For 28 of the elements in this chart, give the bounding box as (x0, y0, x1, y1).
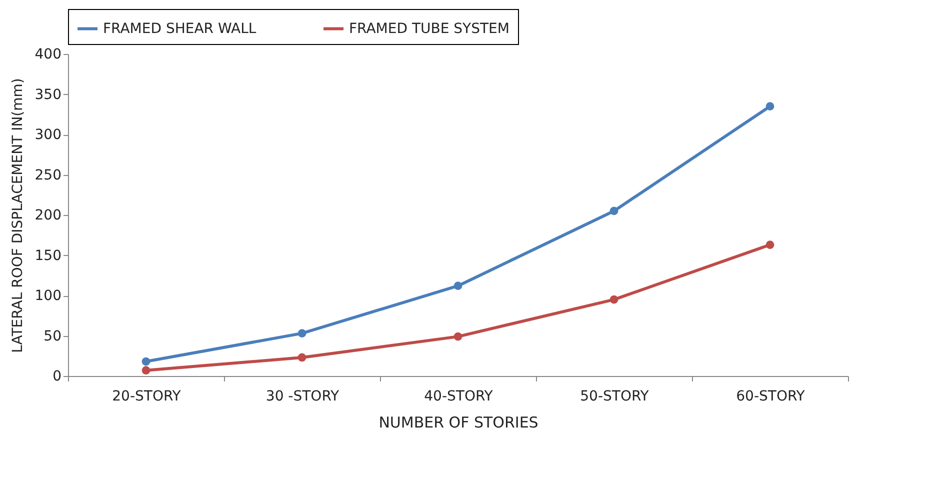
point (298, 329, 306, 338)
y-tick-label: 350 (34, 86, 62, 103)
point (142, 357, 150, 366)
y-tick-label: 150 (34, 248, 62, 264)
legend-label: FRAMED TUBE SYSTEM (349, 20, 510, 37)
y-tick-label: 50 (44, 328, 62, 344)
x-tick-label: 40-STORY (424, 388, 494, 404)
y-tick-label: 400 (34, 46, 62, 62)
y-axis-title: LATERAL ROOF DISPLACEMENT IN(mm) (10, 78, 26, 353)
y-tick-label: 300 (34, 127, 62, 143)
point (142, 366, 150, 375)
x-axis-title: NUMBER OF STORIES (378, 414, 538, 432)
point (298, 353, 306, 362)
x-tick-label: 30 -STORY (266, 388, 340, 404)
legend-label: FRAMED SHEAR WALL (103, 20, 256, 37)
point (610, 206, 618, 216)
x-tick-label: 50-STORY (580, 388, 650, 404)
y-tick-label: 200 (34, 208, 62, 224)
y-tick-label: 250 (34, 167, 62, 184)
x-tick-label: 20-STORY (112, 388, 182, 404)
point (454, 282, 462, 290)
point (766, 102, 774, 110)
x-tick-label: 60-STORY (736, 388, 806, 404)
point (454, 332, 462, 341)
point (610, 295, 618, 304)
point (766, 240, 774, 249)
y-tick-label: 100 (34, 288, 62, 304)
y-tick-label: 0 (52, 368, 62, 384)
